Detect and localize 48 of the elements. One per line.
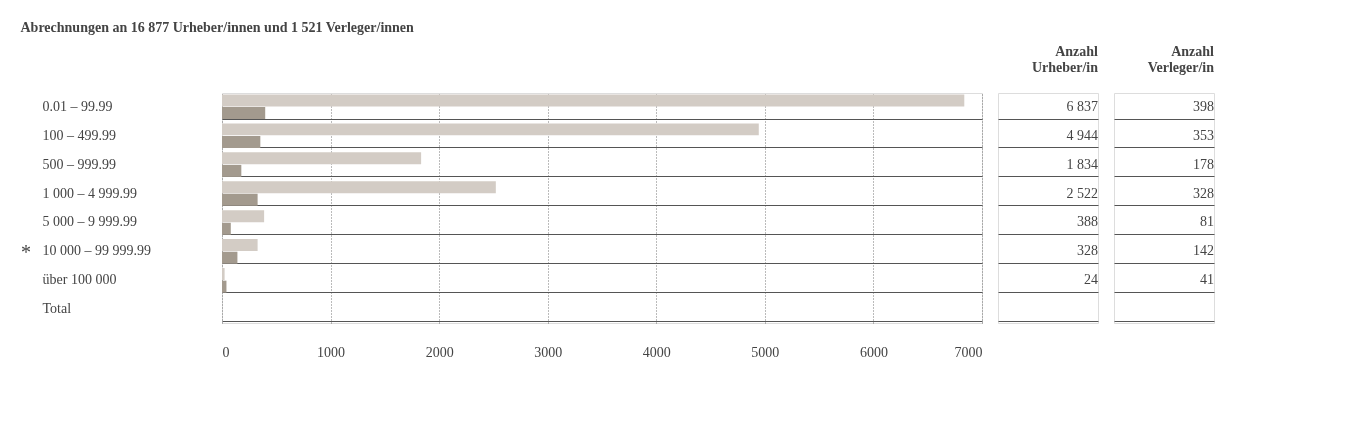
bar: [222, 268, 225, 281]
text: Anzahl Urheber/in: [1031, 44, 1099, 75]
bar: [222, 135, 261, 148]
y-tick-label: 5 000 – 9 999.99: [42, 214, 137, 230]
bar: [222, 152, 422, 165]
x-tick-label: 4000: [642, 344, 671, 360]
chart-title: Abrechnungen an 16 877 Urheber/innen und 1 521 Verleger/innen: [20, 19, 415, 35]
data-label: 1 834: [1066, 156, 1098, 172]
y-tick-label: 0.01 – 99.99: [42, 98, 113, 114]
data-label: 24: [1084, 272, 1098, 288]
bar: [222, 164, 242, 177]
data-label: 81: [1200, 214, 1214, 230]
y-tick-label: 500 – 999.99: [42, 156, 116, 172]
bar: [222, 94, 965, 107]
bar: [222, 239, 258, 252]
bar: [222, 193, 258, 206]
x-tick-label: 2000: [425, 344, 454, 360]
bar: [222, 222, 231, 235]
y-tick-label: 100 – 499.99: [42, 127, 116, 143]
data-label: 398: [1193, 98, 1214, 114]
text: *: [21, 241, 31, 264]
x-tick-label: 3000: [534, 344, 563, 360]
x-tick-label: 0: [222, 344, 230, 360]
data-label: 178: [1193, 156, 1214, 172]
data-label: 388: [1077, 214, 1098, 230]
bar: [222, 210, 265, 223]
bar: [222, 107, 266, 120]
text: Anzahl Verleger/in: [1147, 44, 1215, 75]
data-label: 353: [1193, 127, 1214, 143]
data-label: 328: [1193, 185, 1214, 201]
data-label: 41: [1200, 272, 1214, 288]
data-label: 2 522: [1066, 185, 1098, 201]
y-tick-label: 1 000 – 4 999.99: [42, 185, 137, 201]
data-label: 6 837: [1066, 98, 1098, 114]
bar: [222, 123, 759, 136]
x-tick-label: 6000: [859, 344, 888, 360]
x-tick-label: 1000: [317, 344, 346, 360]
data-label: 328: [1077, 243, 1098, 259]
y-tick-label: über 100 000: [42, 272, 117, 288]
data-label: 4 944: [1066, 127, 1098, 143]
y-tick-label: Total: [42, 301, 72, 317]
y-tick-label: 10 000 – 99 999.99: [42, 243, 151, 259]
bar: [222, 280, 227, 293]
data-label: 142: [1193, 243, 1214, 259]
bar: [222, 251, 238, 264]
x-tick-label: 5000: [751, 344, 780, 360]
x-tick-label: 7000: [954, 344, 983, 360]
bar: [222, 181, 496, 194]
